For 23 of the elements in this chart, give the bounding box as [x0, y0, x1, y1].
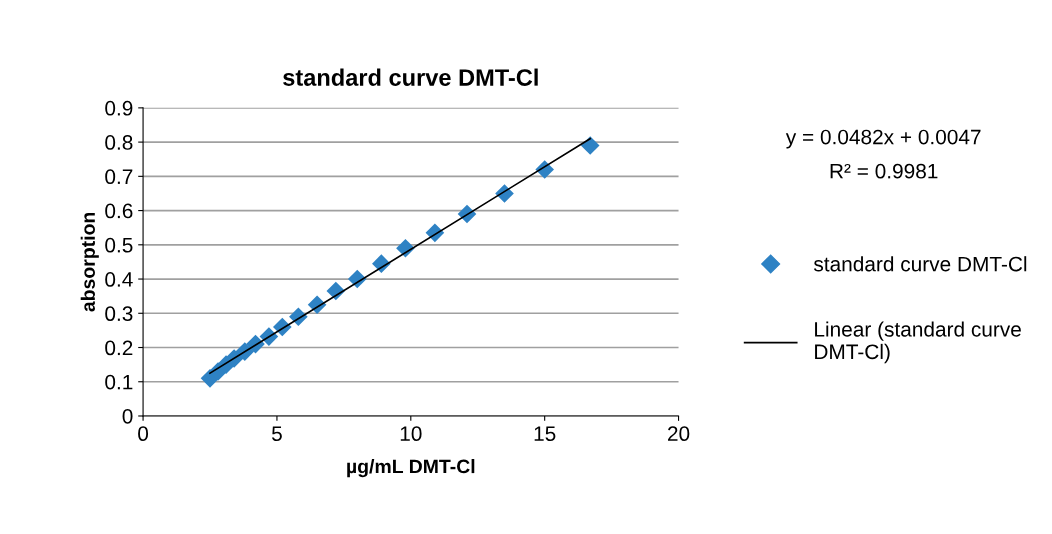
x-tick-label: 5: [271, 426, 282, 442]
text: y = 0.0482x + 0.0047: [785, 129, 981, 149]
x-tick-label: 0: [138, 426, 149, 442]
legend-label: standard curve DMT-Cl: [813, 256, 1027, 272]
point: [580, 136, 600, 155]
y-tick-label: 0.1: [105, 374, 133, 390]
x-tick-label: 15: [534, 426, 556, 442]
y-tick-label: 0.9: [105, 100, 133, 116]
y-tick-label: 0.2: [105, 340, 133, 356]
x-tick-label: 20: [668, 426, 690, 442]
legend-label: Linear (standard curve DMT-Cl): [815, 321, 1021, 364]
y-tick-label: 0.6: [105, 203, 133, 219]
y-tick-label: 0.4: [105, 272, 133, 287]
y-tick-label: 0.3: [105, 306, 133, 322]
x-axis-title: µg/mL DMT-Cl: [347, 459, 475, 478]
x-tick-label: 10: [400, 426, 422, 442]
chart-title: standard curve DMT-Cl: [283, 68, 538, 86]
y-tick-label: 0.7: [105, 169, 133, 185]
y-tick-label: 0.8: [105, 135, 133, 150]
y-tick-label: 0.5: [105, 237, 133, 253]
y-axis-title: absorption: [80, 212, 99, 312]
text: R² = 0.9981: [830, 163, 938, 179]
y-tick-label: 0: [122, 408, 133, 424]
